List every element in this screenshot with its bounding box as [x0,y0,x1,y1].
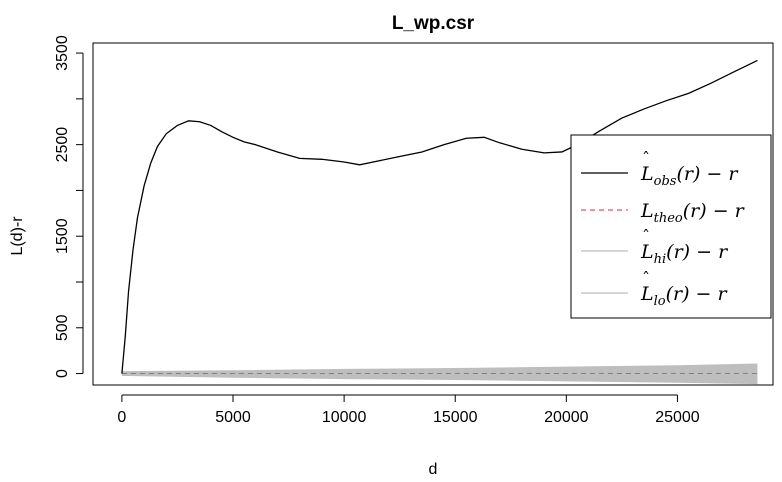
y-tick-label: 500 [54,314,71,341]
plot-area [121,59,758,385]
x-tick-label: 5000 [215,409,251,426]
y-tick-label: 3500 [54,35,71,71]
legend-hat-obs: ˆ [642,149,650,168]
legend-hat-lo: ˆ [642,269,650,288]
x-axis: 0 5000 10000 15000 20000 25000 [117,394,700,426]
plot-frame [92,42,774,386]
legend-label-hi: Lhi(r) − r [640,241,729,267]
chart-title: L_wp.csr [392,13,475,34]
legend-label-obs: Lobs(r) − r [640,163,739,189]
series-line-lo [121,374,758,385]
x-tick-label: 15000 [433,409,478,426]
legend-box [570,134,772,319]
x-tick-label: 25000 [655,409,700,426]
y-tick-label: 1500 [54,218,71,254]
y-tick-label: 0 [54,369,71,378]
legend-hat-hi: ˆ [642,227,650,246]
y-axis: 0 500 1500 2500 3500 [54,35,84,378]
x-tick-label: 20000 [544,409,589,426]
legend-label-theo: Ltheo(r) − r [640,200,746,226]
series-line-hi [121,363,758,373]
series-line-obs [121,59,758,374]
x-tick-label: 10000 [322,409,367,426]
x-tick-label: 0 [117,409,126,426]
x-axis-label: d [429,461,438,478]
y-tick-label: 2500 [54,127,71,163]
y-axis-label: L(d)-r [9,216,26,256]
legend-label-lo: Llo(r) − r [640,283,729,309]
